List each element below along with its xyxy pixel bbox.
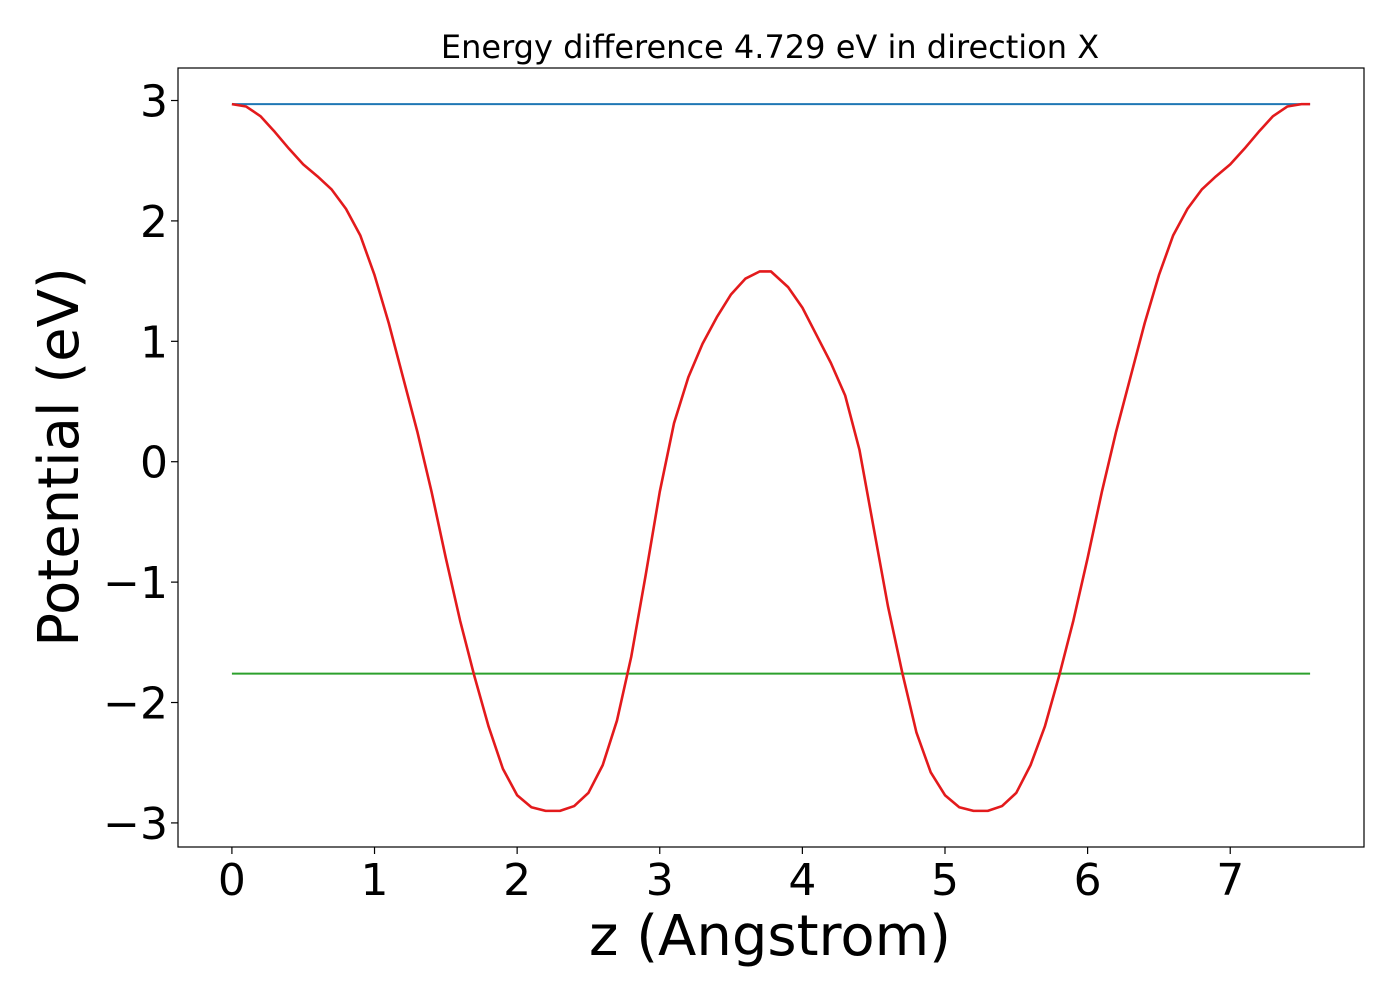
- y-tick-label: −3: [103, 799, 168, 850]
- y-tick-label: 2: [140, 197, 168, 248]
- x-tick-label: 4: [788, 855, 816, 906]
- x-tick-label: 6: [1074, 855, 1102, 906]
- x-tick-label: 5: [931, 855, 959, 906]
- x-axis-ticks: 0 1 2 3 4 5 6 7: [218, 847, 1244, 906]
- x-tick-label: 0: [218, 855, 246, 906]
- chart-title: Energy difference 4.729 eV in direction …: [441, 28, 1099, 66]
- plot-frame: [177, 67, 1365, 848]
- y-axis-label: Potential (eV): [27, 267, 92, 647]
- y-axis-ticks: −3 −2 −1 0 1 2 3: [103, 77, 178, 850]
- x-tick-label: 2: [503, 855, 531, 906]
- y-tick-label: −1: [103, 558, 168, 609]
- series-line-3: [231, 102, 1311, 813]
- plot-area: [177, 67, 1365, 848]
- x-tick-label: 3: [646, 855, 674, 906]
- y-tick-label: 1: [140, 317, 168, 368]
- y-tick-label: 0: [140, 438, 168, 489]
- x-tick-label: 1: [361, 855, 389, 906]
- y-tick-label: −2: [103, 679, 168, 730]
- y-tick-label: 3: [140, 77, 168, 128]
- x-tick-label: 7: [1216, 855, 1244, 906]
- x-axis-label: z (Angstrom): [589, 904, 951, 969]
